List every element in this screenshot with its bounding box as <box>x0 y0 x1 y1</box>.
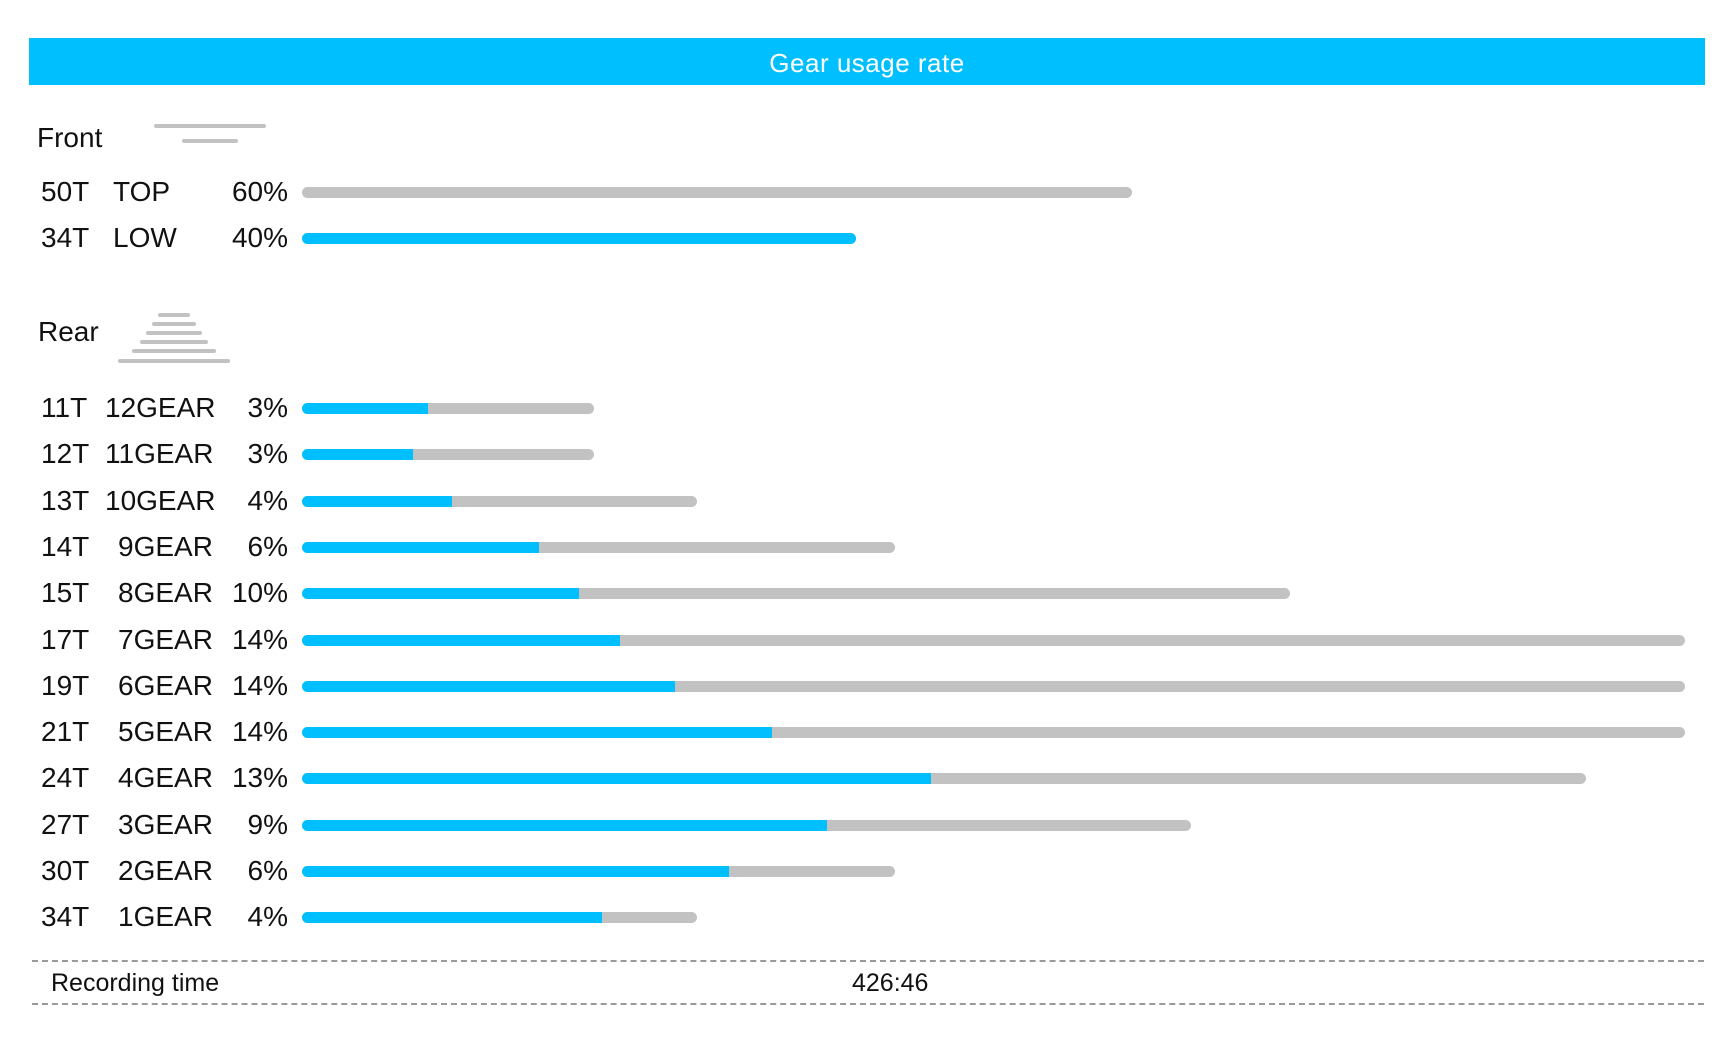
divider-top <box>32 960 1704 962</box>
teeth-count-label: 15T <box>41 577 90 608</box>
rear-gear-row: 24T 4GEAR 13% <box>0 755 1720 801</box>
front-section-label: Front <box>37 122 103 153</box>
gear-position-label: 11GEAR <box>105 438 214 469</box>
usage-percent-label: 6% <box>247 855 288 886</box>
recording-time-value: 426:46 <box>852 969 929 997</box>
rear-gear-row: 13T 10GEAR 4% <box>0 478 1720 524</box>
usage-bar-fill <box>302 635 620 646</box>
teeth-count-label: 19T <box>41 670 90 701</box>
rear-gear-row: 14T 9GEAR 6% <box>0 524 1720 570</box>
teeth-count-label: 50T <box>41 176 90 207</box>
usage-bar-track <box>302 727 1685 738</box>
rear-section-label: Rear <box>38 316 99 347</box>
usage-bar-track <box>302 449 594 460</box>
teeth-count-label: 21T <box>41 716 90 747</box>
teeth-count-label: 17T <box>41 624 90 655</box>
teeth-count-label: 11T <box>41 392 88 423</box>
teeth-count-label: 34T <box>41 901 90 932</box>
rear-gear-row: 17T 7GEAR 14% <box>0 617 1720 663</box>
usage-percent-label: 14% <box>231 716 288 747</box>
teeth-count-label: 14T <box>41 531 90 562</box>
usage-bar-fill <box>302 681 675 692</box>
gear-position-label: TOP <box>113 176 171 207</box>
usage-bar-fill <box>302 403 428 414</box>
usage-bar-fill <box>302 727 772 738</box>
teeth-count-label: 30T <box>41 855 90 886</box>
teeth-count-label: 24T <box>41 762 90 793</box>
rear-gear-row: 21T 5GEAR 14% <box>0 709 1720 755</box>
rear-gear-row: 19T 6GEAR 14% <box>0 663 1720 709</box>
usage-bar-fill <box>302 820 827 831</box>
gear-position-label: 2GEAR <box>118 855 213 886</box>
teeth-count-label: 34T <box>41 222 90 253</box>
rear-cassette-icon <box>118 311 230 367</box>
usage-bar-fill <box>302 588 579 599</box>
usage-percent-label: 3% <box>247 392 288 423</box>
usage-bar-track <box>302 496 697 507</box>
front-gear-row: 34T LOW 40% <box>0 215 1720 261</box>
rear-gear-row: 12T 11GEAR 3% <box>0 431 1720 477</box>
teeth-count-label: 12T <box>41 438 90 469</box>
usage-percent-label: 9% <box>247 809 288 840</box>
gear-position-label: 10GEAR <box>105 485 216 516</box>
usage-percent-label: 6% <box>247 531 288 562</box>
usage-bar-fill <box>302 542 539 553</box>
front-chainrings-icon <box>154 122 266 146</box>
usage-percent-label: 10% <box>231 577 288 608</box>
gear-position-label: 8GEAR <box>118 577 213 608</box>
teeth-count-label: 13T <box>41 485 90 516</box>
gear-position-label: 5GEAR <box>118 716 213 747</box>
rear-gear-row: 27T 3GEAR 9% <box>0 802 1720 848</box>
gear-position-label: 7GEAR <box>118 624 213 655</box>
usage-percent-label: 4% <box>247 901 288 932</box>
usage-bar-track <box>302 773 1586 784</box>
gear-position-label: LOW <box>113 222 177 253</box>
teeth-count-label: 27T <box>41 809 90 840</box>
usage-bar-track <box>302 588 1290 599</box>
rear-gear-row: 30T 2GEAR 6% <box>0 848 1720 894</box>
usage-bar-track <box>302 635 1685 646</box>
usage-bar-fill <box>302 866 729 877</box>
divider-bottom <box>32 1003 1704 1005</box>
recording-time-label: Recording time <box>51 969 220 997</box>
gear-position-label: 4GEAR <box>118 762 213 793</box>
gear-position-label: 9GEAR <box>118 531 213 562</box>
usage-percent-label: 14% <box>231 624 288 655</box>
usage-percent-label: 14% <box>231 670 288 701</box>
rear-gear-row: 11T 12GEAR 3% <box>0 385 1720 431</box>
rear-gear-row: 15T 8GEAR 10% <box>0 570 1720 616</box>
usage-percent-label: 13% <box>231 762 288 793</box>
usage-percent-label: 3% <box>247 438 288 469</box>
usage-bar-fill <box>302 233 856 244</box>
usage-bar-track <box>302 681 1685 692</box>
usage-bar-track <box>302 542 895 553</box>
gear-position-label: 12GEAR <box>105 392 216 423</box>
usage-bar-fill <box>302 449 413 460</box>
usage-percent-label: 4% <box>247 485 288 516</box>
usage-bar-fill <box>302 912 602 923</box>
usage-bar-fill <box>302 773 931 784</box>
page-title-bar: Gear usage rate <box>29 38 1705 85</box>
gear-position-label: 1GEAR <box>118 901 213 932</box>
usage-bar-track <box>302 187 1132 198</box>
rear-gear-row: 34T 1GEAR 4% <box>0 894 1720 940</box>
usage-percent-label: 60% <box>231 176 288 207</box>
gear-position-label: 3GEAR <box>118 809 213 840</box>
usage-percent-label: 40% <box>231 222 288 253</box>
gear-position-label: 6GEAR <box>118 670 213 701</box>
usage-bar-fill <box>302 496 452 507</box>
front-gear-row: 50T TOP 60% <box>0 169 1720 215</box>
usage-bar-track <box>302 403 594 414</box>
page-title: Gear usage rate <box>769 48 965 78</box>
